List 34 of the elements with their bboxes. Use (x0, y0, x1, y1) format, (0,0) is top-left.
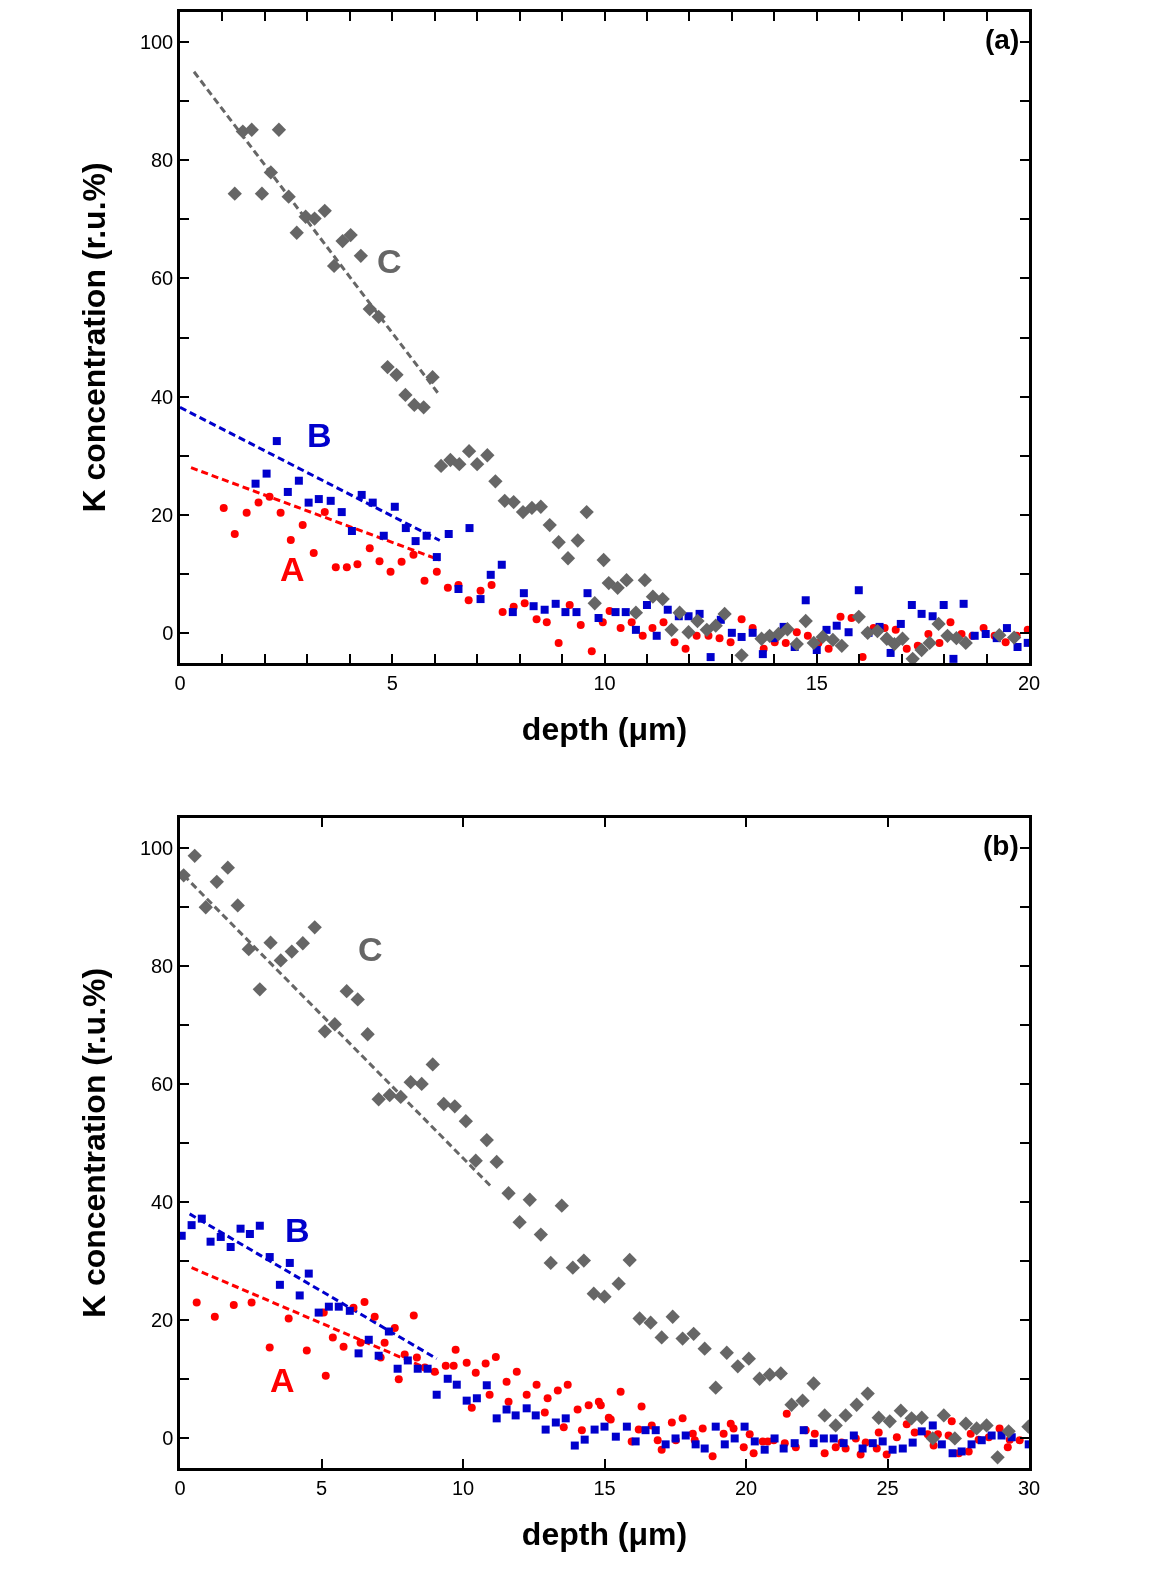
x-tick-label: 5 (315, 1476, 328, 1499)
annotation: B (285, 1211, 310, 1249)
annotation: C (377, 242, 402, 280)
x-tick-label: 10 (451, 1476, 475, 1499)
x-tick-label: 15 (805, 671, 828, 694)
x-axis-title: depth (μm) (521, 1515, 688, 1552)
x-tick-label: 10 (593, 671, 616, 694)
y-tick-label: 80 (151, 954, 174, 977)
y-tick-label: 100 (139, 30, 174, 53)
y-tick-label: 40 (151, 1191, 174, 1214)
y-tick-label: 0 (162, 622, 174, 645)
annotation: C (358, 930, 383, 968)
y-tick-label: 60 (151, 267, 174, 290)
x-tick-label: 30 (1017, 1476, 1041, 1499)
x-tick-label: 5 (386, 671, 398, 694)
y-axis-title: K concentration (r.u.%) (76, 162, 113, 513)
y-tick-label: 60 (151, 1072, 174, 1095)
y-axis-title: K concentration (r.u.%) (76, 967, 113, 1319)
x-tick-label: 20 (734, 1476, 758, 1499)
y-tick-label: 20 (151, 504, 174, 527)
x-tick-label: 15 (593, 1476, 616, 1499)
x-tick-label: 25 (876, 1476, 899, 1499)
y-tick-label: 20 (151, 1309, 174, 1332)
annotation: (b) (983, 830, 1019, 861)
y-tick-label: 40 (151, 385, 174, 408)
y-tick-label: 100 (139, 836, 174, 859)
annotation: (a) (985, 24, 1020, 55)
y-tick-label: 0 (162, 1427, 174, 1450)
y-tick-label: 80 (151, 148, 174, 171)
x-tick-label: 20 (1017, 671, 1041, 694)
annotation: A (280, 550, 305, 588)
annotation: B (307, 416, 332, 454)
x-axis-title: depth (μm) (521, 710, 688, 747)
annotation: A (270, 1361, 295, 1399)
